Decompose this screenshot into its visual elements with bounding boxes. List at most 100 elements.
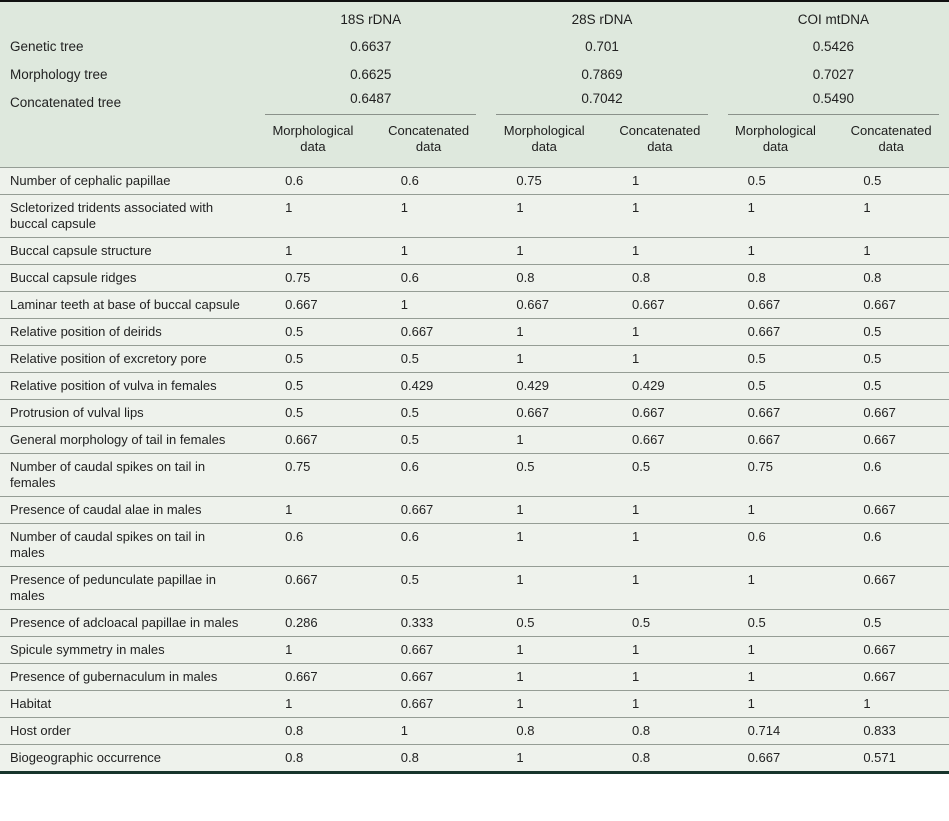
value-cell: 0.667 [255, 426, 371, 454]
subheader-morphological: Morphological data [717, 115, 834, 168]
value-cell: 1 [602, 167, 718, 195]
value-cell: 0.667 [370, 318, 487, 346]
row-label: Relative position of excretory pore [0, 345, 256, 373]
subheader-morphological: Morphological data [486, 115, 603, 168]
value-cell: 1 [255, 496, 371, 524]
tree-value-group: 0.7042 [486, 89, 718, 115]
table-row: Spicule symmetry in males 1 0.667 1 1 1 … [0, 636, 949, 664]
value-cell: 0.8 [255, 744, 371, 771]
tree-value: 0.7027 [717, 61, 949, 89]
value-cell: 0.667 [602, 426, 718, 454]
value-cell: 0.667 [602, 291, 718, 319]
value-cell: 1 [717, 663, 834, 691]
value-cell: 0.5 [717, 167, 834, 195]
row-label: Buccal capsule structure [0, 237, 256, 265]
value-cell: 0.5 [255, 345, 371, 373]
value-cell: 0.6 [255, 167, 371, 195]
value-cell: 1 [717, 237, 834, 265]
table-row: Number of cephalic papillae 0.6 0.6 0.75… [0, 167, 949, 195]
value-cell: 0.5 [486, 609, 603, 637]
value-cell: 0.5 [370, 399, 487, 427]
value-cell: 0.714 [717, 717, 834, 745]
value-cell: 0.667 [833, 566, 949, 610]
row-label: Number of cephalic papillae [0, 167, 256, 195]
table-row: Buccal capsule structure 1 1 1 1 1 1 [0, 237, 949, 265]
value-cell: 0.8 [602, 264, 718, 292]
value-cell: 0.667 [717, 744, 834, 771]
value-cell: 1 [486, 663, 603, 691]
value-cell: 0.667 [833, 496, 949, 524]
value-cell: 1 [486, 496, 603, 524]
value-cell: 0.5 [370, 566, 487, 610]
value-cell: 0.5 [717, 345, 834, 373]
row-label: Scletorized tridents associated with buc… [0, 194, 256, 238]
value-cell: 1 [486, 318, 603, 346]
tree-row-label: Genetic tree [0, 33, 256, 61]
table-row: Biogeographic occurrence 0.8 0.8 1 0.8 0… [0, 744, 949, 771]
value-cell: 0.5 [370, 345, 487, 373]
table-row: Protrusion of vulval lips 0.5 0.5 0.667 … [0, 399, 949, 427]
tree-value-group: 0.5490 [717, 89, 949, 115]
tree-value: 0.7869 [486, 61, 718, 89]
row-label: Protrusion of vulval lips [0, 399, 256, 427]
tree-value-group: 0.6487 [255, 89, 487, 115]
value-cell: 1 [370, 237, 487, 265]
value-cell: 0.75 [255, 453, 371, 497]
value-cell: 0.75 [486, 167, 603, 195]
value-cell: 0.6 [370, 453, 487, 497]
gene-header-coi: COI mtDNA [717, 2, 949, 33]
value-cell: 0.5 [602, 609, 718, 637]
value-cell: 0.429 [602, 372, 718, 400]
value-cell: 0.667 [717, 291, 834, 319]
value-cell: 0.8 [255, 717, 371, 745]
value-cell: 0.667 [255, 663, 371, 691]
value-cell: 0.5 [833, 318, 949, 346]
table-row: General morphology of tail in females 0.… [0, 426, 949, 454]
value-cell: 0.667 [370, 496, 487, 524]
value-cell: 1 [602, 194, 718, 238]
tree-value: 0.6625 [255, 61, 487, 89]
tree-support-table: 18S rDNA 28S rDNA COI mtDNA Genetic tree… [0, 2, 949, 771]
value-cell: 0.667 [370, 663, 487, 691]
value-cell: 1 [486, 194, 603, 238]
value-cell: 0.5 [833, 167, 949, 195]
value-cell: 1 [833, 237, 949, 265]
table-row: Presence of caudal alae in males 1 0.667… [0, 496, 949, 524]
value-cell: 1 [717, 496, 834, 524]
value-cell: 0.6 [370, 264, 487, 292]
tree-row-label: Morphology tree [0, 61, 256, 89]
table-row: Presence of pedunculate papillae in male… [0, 566, 949, 610]
value-cell: 1 [602, 523, 718, 567]
table-row: Laminar teeth at base of buccal capsule … [0, 291, 949, 319]
value-cell: 0.286 [255, 609, 371, 637]
value-cell: 1 [370, 194, 487, 238]
value-cell: 1 [370, 291, 487, 319]
value-cell: 0.5 [370, 426, 487, 454]
value-cell: 1 [255, 237, 371, 265]
value-cell: 0.667 [486, 291, 603, 319]
row-label: Laminar teeth at base of buccal capsule [0, 291, 256, 319]
tree-row-genetic: Genetic tree 0.6637 0.701 0.5426 [0, 33, 949, 61]
row-label: Presence of caudal alae in males [0, 496, 256, 524]
row-label: Habitat [0, 690, 256, 718]
group-underline: 0.6487 [265, 91, 477, 115]
value-cell: 1 [486, 636, 603, 664]
value-cell: 0.6 [717, 523, 834, 567]
value-cell: 1 [717, 194, 834, 238]
value-cell: 1 [717, 690, 834, 718]
value-cell: 1 [486, 426, 603, 454]
value-cell: 1 [717, 566, 834, 610]
value-cell: 0.8 [486, 717, 603, 745]
value-cell: 0.667 [833, 399, 949, 427]
value-cell: 0.5 [255, 372, 371, 400]
value-cell: 0.8 [833, 264, 949, 292]
subheader-row: Morphological data Concatenated data Mor… [0, 115, 949, 168]
value-cell: 0.833 [833, 717, 949, 745]
value-cell: 0.8 [717, 264, 834, 292]
value-cell: 0.667 [602, 399, 718, 427]
value-cell: 1 [602, 566, 718, 610]
group-underline: 0.5490 [727, 91, 939, 115]
table-row: Number of caudal spikes on tail in femal… [0, 453, 949, 497]
table-header: 18S rDNA 28S rDNA COI mtDNA Genetic tree… [0, 2, 949, 168]
value-cell: 0.667 [717, 318, 834, 346]
